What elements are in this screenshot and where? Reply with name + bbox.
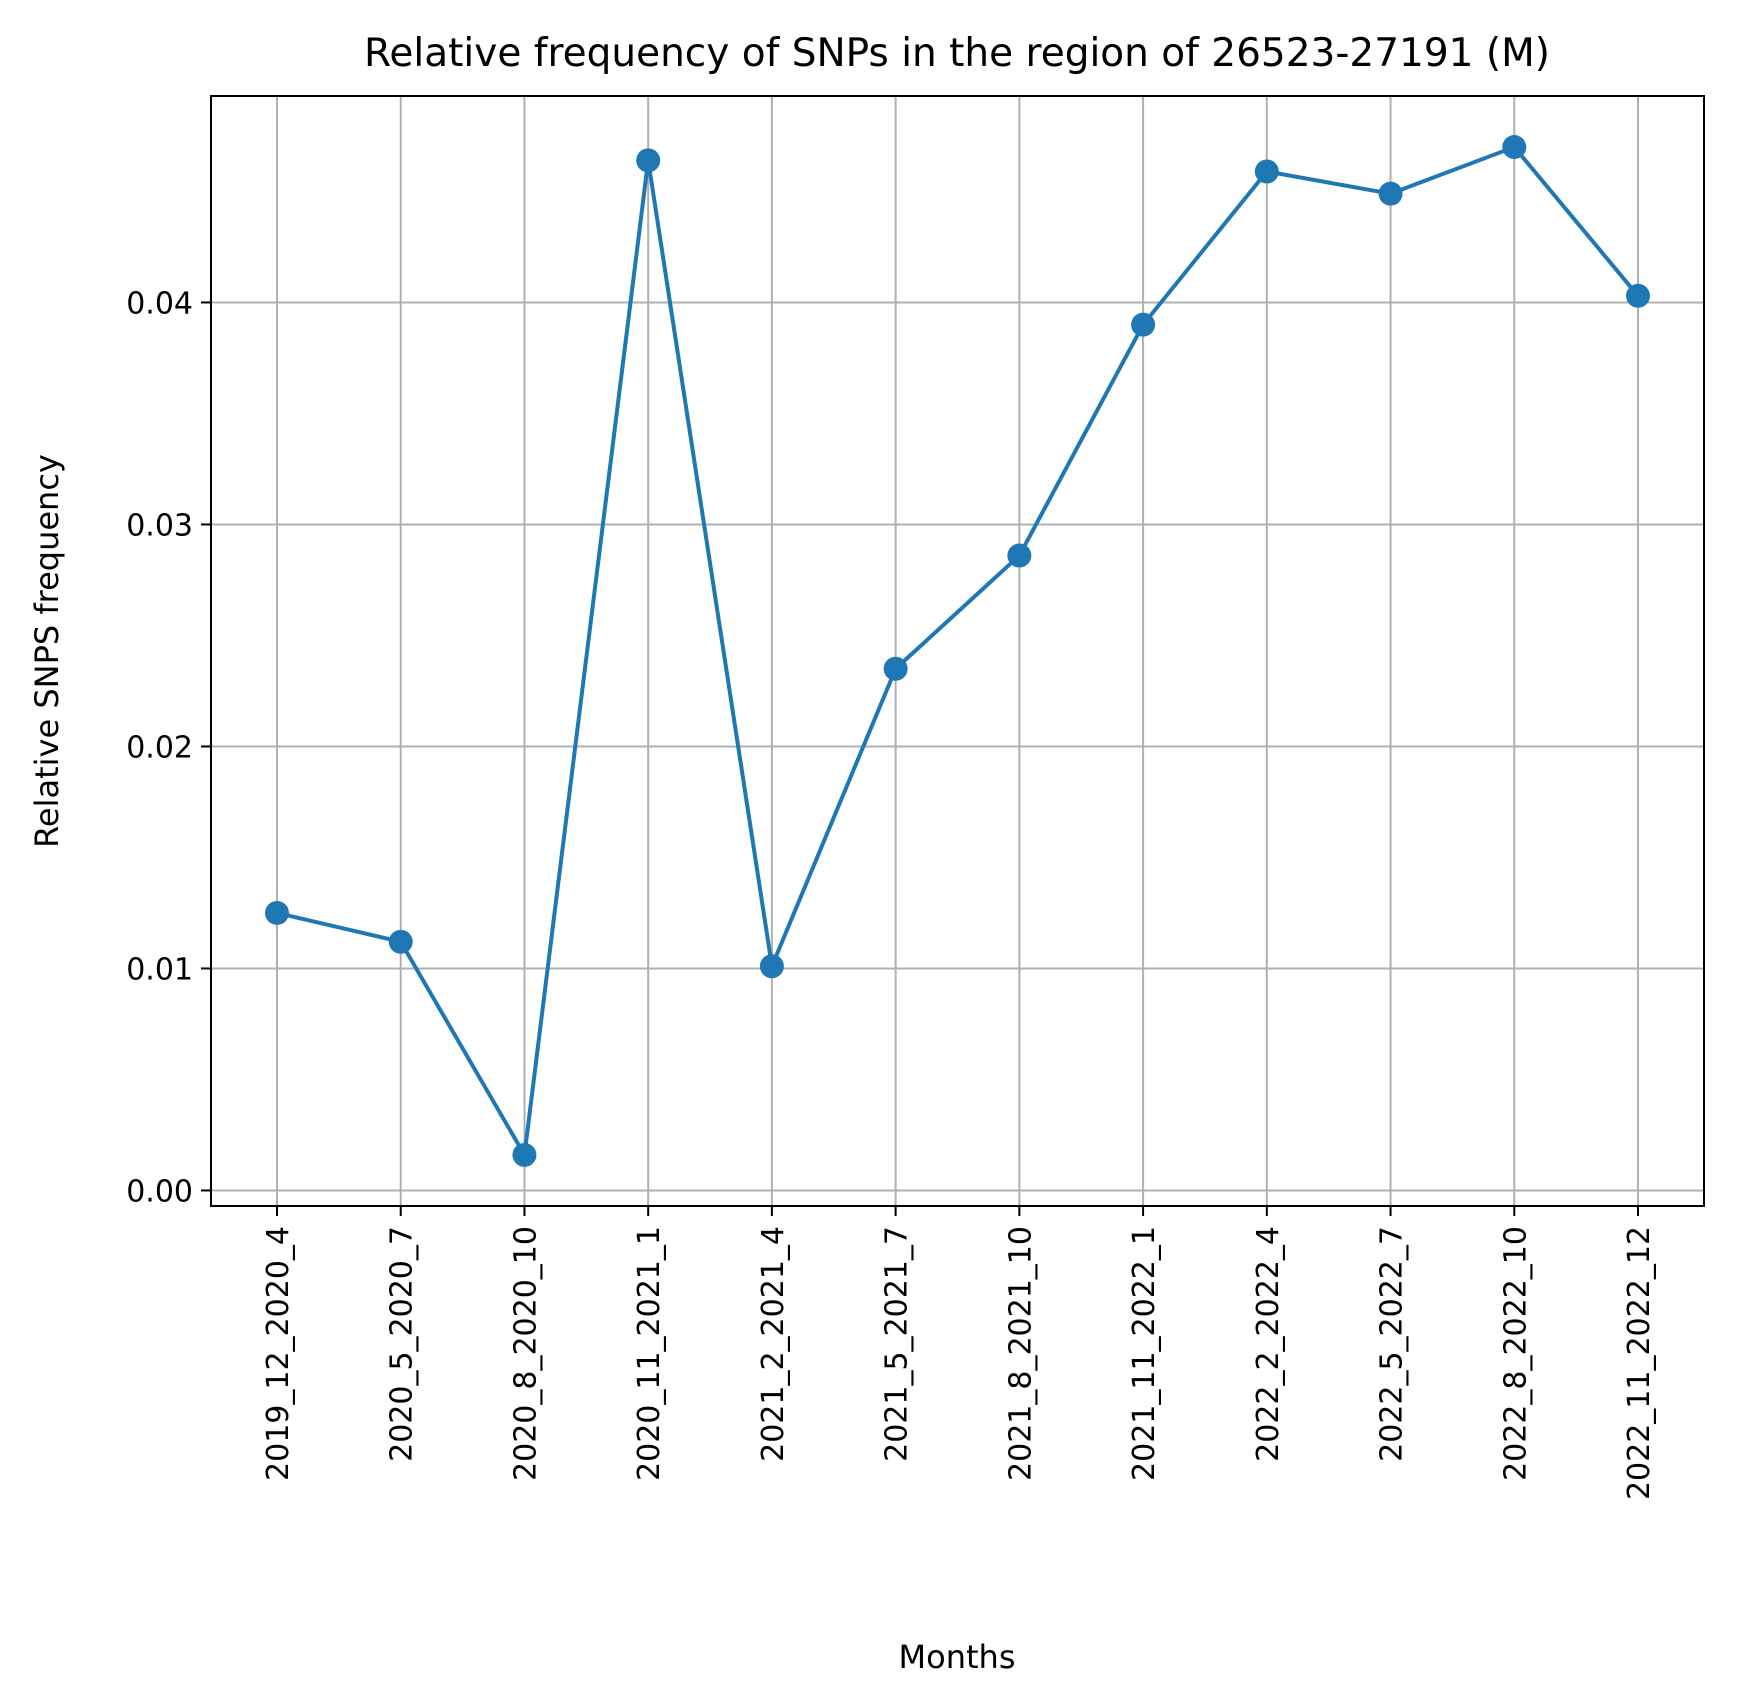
x-axis-label: Months — [899, 1638, 1016, 1676]
y-tick-label: 0.02 — [126, 730, 193, 765]
y-tick-label: 0.04 — [126, 286, 193, 321]
y-axis-label: Relative SNPS frequency — [28, 454, 66, 848]
data-point — [388, 929, 413, 954]
grid-lines — [211, 96, 1704, 1206]
y-tick-label: 0.01 — [126, 952, 193, 987]
data-point — [1626, 283, 1650, 308]
x-tick-label: 2020_8_2020_10 — [508, 1226, 543, 1481]
data-point — [1131, 312, 1156, 337]
data-point — [1378, 181, 1403, 206]
data-point — [1254, 159, 1279, 184]
x-tick-label: 2021_2_2021_4 — [756, 1226, 791, 1462]
data-point — [759, 954, 784, 979]
chart-title: Relative frequency of SNPs in the region… — [364, 31, 1550, 76]
series-line — [276, 145, 1640, 1157]
data-series — [265, 135, 1650, 1167]
x-tick-label: 2020_11_2021_1 — [632, 1226, 667, 1481]
y-tick-label: 0.03 — [126, 508, 193, 543]
data-point — [883, 656, 908, 681]
x-tick-label: 2021_8_2021_10 — [1003, 1226, 1038, 1481]
data-point — [1007, 543, 1032, 568]
data-point — [265, 900, 289, 925]
x-tick-label: 2022_8_2022_10 — [1498, 1226, 1533, 1481]
x-tick-label: 2022_11_2022_12 — [1622, 1226, 1657, 1500]
data-point — [636, 148, 661, 173]
plot-frame — [210, 95, 1705, 1207]
axis-ticks: 2019_12_2020_4 2020_5_2020_7 2020_8_2020_1… — [126, 286, 1657, 1500]
x-tick-label: 2021_11_2022_1 — [1127, 1226, 1162, 1481]
x-tick-label: 2019_12_2020_4 — [261, 1226, 296, 1481]
x-tick-label: 2020_5_2020_7 — [385, 1226, 420, 1462]
data-point — [1502, 135, 1527, 160]
x-tick-label: 2022_5_2022_7 — [1375, 1226, 1410, 1462]
x-tick-label: 2022_2_2022_4 — [1251, 1226, 1286, 1462]
x-tick-label: 2021_5_2021_7 — [880, 1226, 915, 1462]
y-tick-label: 0.00 — [126, 1174, 193, 1209]
data-point — [512, 1142, 537, 1167]
